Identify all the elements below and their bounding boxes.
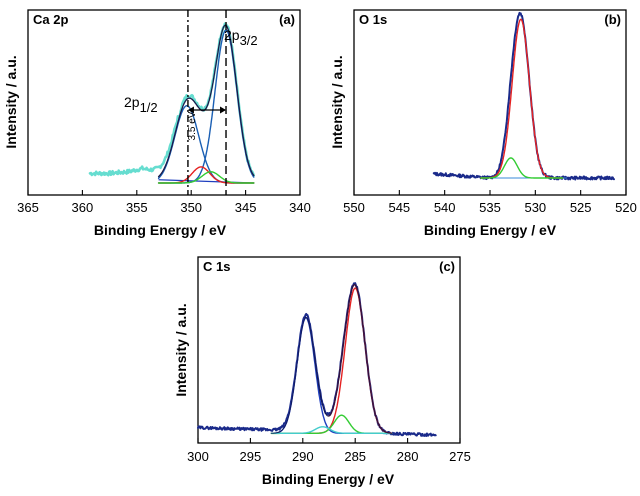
x-ticks-c: 300 295 290 285 280 275	[187, 438, 471, 464]
y-axis-label-b: Intensity / a.u.	[329, 55, 345, 148]
peak-label-2p32-sub: 3/2	[240, 33, 258, 48]
panel-label-b: (b)	[604, 12, 621, 27]
plot-frame-c	[197, 256, 461, 444]
x-tick-label: 280	[397, 449, 419, 464]
raw-data-line	[432, 11, 615, 181]
x-tick-label: 345	[235, 200, 257, 215]
peak-label-2p32: 2p3/2	[224, 27, 258, 48]
x-tick-label: 290	[292, 449, 314, 464]
x-tick-label: 275	[449, 449, 471, 464]
fit-component-line	[270, 317, 393, 435]
panel-title-c: C 1s	[203, 259, 230, 274]
x-tick-label: 355	[126, 200, 148, 215]
peak-label-2p12: 2p1/2	[124, 94, 158, 115]
panel-o-1s: O 1s (b) Intensity / a.u. Binding Energy…	[329, 9, 637, 238]
spectrum-c	[197, 282, 437, 437]
x-tick-label: 295	[240, 449, 262, 464]
raw-data-line	[197, 282, 437, 437]
arrow-head-right	[220, 106, 227, 114]
x-tick-label: 535	[479, 200, 501, 215]
panel-title-a: Ca 2p	[33, 12, 68, 27]
fit-total-line	[270, 284, 393, 434]
x-axis-label-c: Binding Energy / eV	[262, 471, 395, 487]
x-tick-label: 550	[343, 200, 365, 215]
fit-envelope-line	[157, 24, 255, 178]
splitting-label: 3.5 eV	[187, 111, 198, 140]
x-tick-label: 300	[187, 449, 209, 464]
x-tick-label: 360	[72, 200, 94, 215]
x-ticks-b: 550 545 540 535 530 525 520	[343, 190, 637, 215]
x-tick-label: 540	[434, 200, 456, 215]
plot-frame-b	[353, 9, 627, 196]
spectrum-b	[432, 11, 615, 181]
peak-label-2p32-main: 2p	[224, 27, 240, 43]
panel-label-a: (a)	[279, 12, 295, 27]
panel-ca-2p: Ca 2p (a) Intensity / a.u. Binding Energ…	[3, 9, 311, 238]
x-axis-label-b: Binding Energy / eV	[424, 222, 557, 238]
x-tick-label: 545	[388, 200, 410, 215]
panel-title-b: O 1s	[359, 12, 387, 27]
x-tick-label: 285	[344, 449, 366, 464]
plot-frame-a	[27, 9, 301, 196]
x-tick-label: 520	[615, 200, 637, 215]
raw-data-line	[88, 22, 255, 177]
fit-component-line	[270, 426, 393, 435]
x-tick-label: 350	[180, 200, 202, 215]
annotations-a: 2p1/2 2p3/2 3.5 eV	[124, 10, 258, 195]
x-ticks-a: 365 360 355 350 345 340	[17, 190, 311, 215]
y-axis-label-c: Intensity / a.u.	[173, 303, 189, 396]
arrow-head-left	[187, 106, 194, 114]
y-axis-label-a: Intensity / a.u.	[3, 55, 19, 148]
x-tick-label: 340	[289, 200, 311, 215]
peak-label-2p12-main: 2p	[124, 94, 140, 110]
panel-c-1s: C 1s (c) Intensity / a.u. Binding Energy…	[173, 256, 471, 487]
spectrum-a	[88, 22, 255, 184]
x-axis-label-a: Binding Energy / eV	[94, 222, 227, 238]
x-tick-label: 365	[17, 200, 39, 215]
fit-component-line	[480, 157, 564, 179]
fit-component-line	[480, 18, 564, 179]
x-tick-label: 530	[524, 200, 546, 215]
panel-label-c: (c)	[439, 259, 455, 274]
x-tick-label: 525	[570, 200, 592, 215]
fit-component-line	[157, 171, 255, 184]
peak-label-2p12-sub: 1/2	[140, 100, 158, 115]
